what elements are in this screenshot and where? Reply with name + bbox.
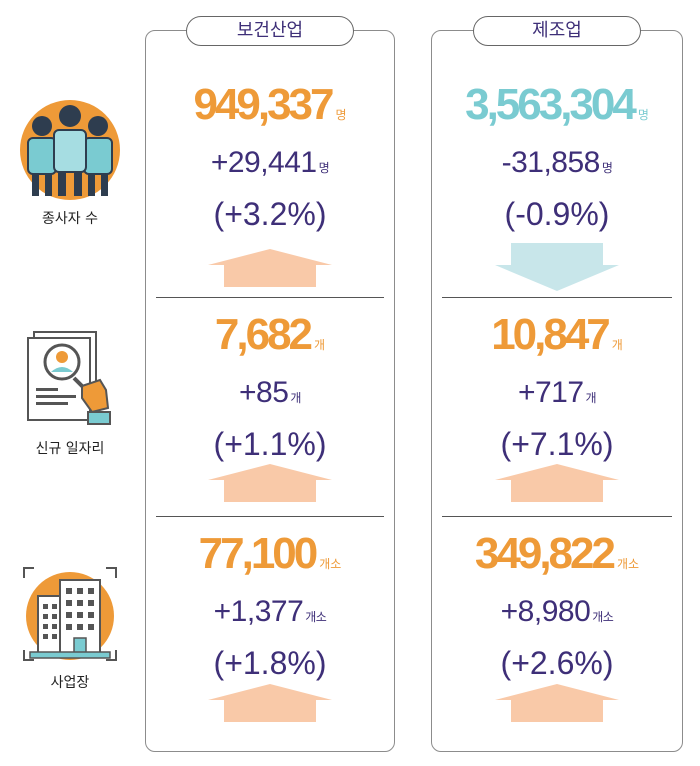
row-label-employees: 종사자 수 (42, 211, 98, 227)
health-workplaces-change: +1,377 개소 (213, 595, 327, 628)
health-new-jobs-cell: 7,682 개 +85 개 (+1.1%) (146, 309, 394, 466)
manufacturing-employees-pct: (-0.9%) (504, 196, 610, 232)
row-divider (156, 516, 384, 517)
health-workplaces-value: 77,100 개소 (198, 529, 342, 578)
health-new-jobs-change: +85 개 (239, 376, 301, 409)
arrow-up-icon (495, 684, 619, 722)
arrow-up-icon (208, 684, 332, 722)
row-label-new-jobs: 신규 일자리 (35, 441, 105, 457)
health-employees-cell: 949,337 명 +29,441 명 (+3.2%) (146, 79, 394, 236)
health-new-jobs-pct: (+1.1%) (213, 426, 327, 462)
column-title-manufacturing: 제조업 (473, 16, 641, 46)
manufacturing-employees-change: -31,858 명 (501, 146, 613, 179)
manufacturing-employees-value: 3,563,304 명 (465, 80, 649, 129)
row-new-jobs: 신규 일자리 (10, 328, 130, 458)
row-workplaces: 사업장 (10, 562, 130, 692)
health-industry-panel: 보건산업 949,337 명 +29,441 명 (+3.2%) 7,682 개 +8… (145, 16, 395, 752)
column-title-health: 보건산업 (186, 16, 354, 46)
row-label-workplaces: 사업장 (50, 675, 90, 691)
job-search-icon (27, 331, 111, 425)
arrow-up-icon (208, 249, 332, 287)
manufacturing-new-jobs-pct: (+7.1%) (500, 426, 614, 462)
arrow-down-icon (495, 243, 619, 291)
manufacturing-workplaces-cell: 349,822 개소 +8,980 개소 (+2.6%) (432, 528, 682, 685)
row-divider (442, 516, 672, 517)
row-divider (156, 297, 384, 298)
manufacturing-new-jobs-value: 10,847 개 (491, 310, 623, 359)
building-icon (23, 567, 117, 661)
people-icon (20, 100, 120, 200)
manufacturing-new-jobs-change: +717 개 (517, 376, 597, 409)
health-employees-pct: (+3.2%) (213, 196, 327, 232)
manufacturing-workplaces-change: +8,980 개소 (500, 595, 614, 628)
health-workplaces-pct: (+1.8%) (213, 645, 327, 681)
health-workplaces-cell: 77,100 개소 +1,377 개소 (+1.8%) (146, 528, 394, 685)
arrow-up-icon (495, 464, 619, 502)
health-new-jobs-value: 7,682 개 (214, 310, 326, 359)
arrow-up-icon (208, 464, 332, 502)
manufacturing-new-jobs-cell: 10,847 개 +717 개 (+7.1%) (432, 309, 682, 466)
row-employees: 종사자 수 (10, 98, 130, 228)
manufacturing-panel: 제조업 3,563,304 명 -31,858 명 (-0.9%) 10,847 개 … (431, 16, 683, 752)
health-employees-change: +29,441 명 (210, 146, 330, 179)
manufacturing-workplaces-pct: (+2.6%) (500, 645, 614, 681)
manufacturing-workplaces-value: 349,822 개소 (474, 529, 640, 578)
row-divider (442, 297, 672, 298)
manufacturing-employees-cell: 3,563,304 명 -31,858 명 (-0.9%) (432, 79, 682, 236)
health-employees-value: 949,337 명 (193, 80, 347, 129)
